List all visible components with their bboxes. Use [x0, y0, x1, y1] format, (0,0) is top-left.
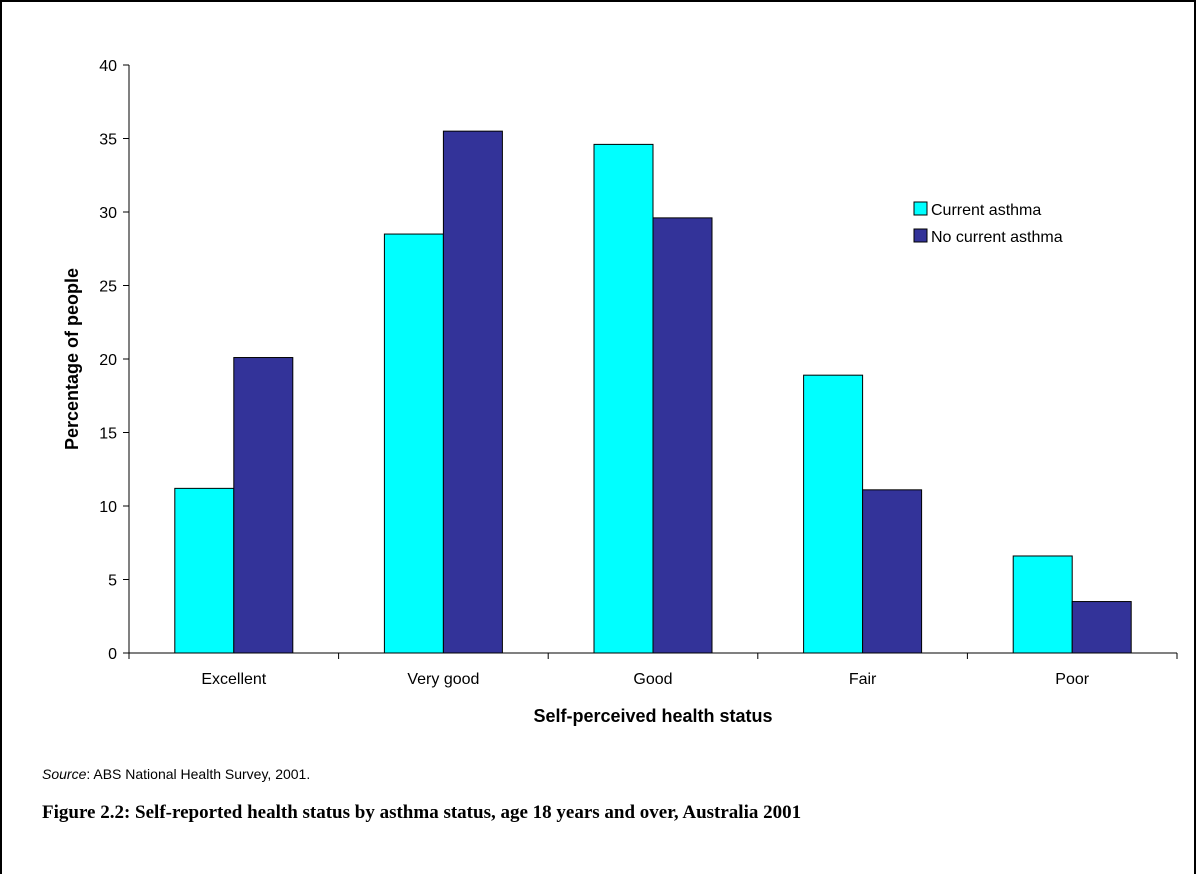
y-axis-title: Percentage of people: [62, 268, 82, 450]
y-tick-label: 40: [99, 58, 117, 75]
x-tick-label: Poor: [1055, 671, 1089, 688]
bar-no-current-asthma-fair: [862, 489, 923, 654]
y-axis-ticks: 0 5 10 15 20 25 30 35 40: [99, 58, 129, 663]
bar-current-asthma-poor: [1012, 555, 1073, 654]
source-label: Source: [42, 766, 87, 782]
x-tick-label: Very good: [407, 671, 479, 688]
y-tick-label: 10: [99, 499, 117, 516]
x-axis-title: Self-perceived health status: [533, 706, 772, 726]
legend-swatch: [913, 228, 928, 243]
y-tick-label: 30: [99, 205, 117, 222]
y-tick-label: 20: [99, 352, 117, 369]
bar-no-current-asthma-good: [652, 217, 713, 654]
x-tick-label: Good: [633, 671, 672, 688]
y-tick-label: 0: [108, 646, 117, 663]
legend-label: Current asthma: [931, 202, 1041, 219]
legend: Current asthma No current asthma: [913, 201, 1063, 246]
figure-caption: Figure 2.2: Self-reported health status …: [42, 802, 802, 823]
bars: [174, 130, 1132, 654]
bar-no-current-asthma-poor: [1071, 601, 1132, 654]
source-text: : ABS National Health Survey, 2001.: [86, 766, 311, 782]
bar-current-asthma-very-good: [383, 233, 444, 654]
bar-current-asthma-good: [593, 143, 654, 654]
source-note: Source: ABS National Health Survey, 2001…: [42, 766, 310, 782]
bar-current-asthma-excellent: [174, 487, 235, 654]
y-tick-label: 15: [99, 426, 117, 443]
y-tick-label: 35: [99, 132, 117, 149]
legend-label: No current asthma: [931, 229, 1063, 246]
legend-swatch: [913, 201, 928, 216]
x-axis-ticks: Excellent Very good Good Fair Poor: [128, 653, 1178, 688]
bar-no-current-asthma-very-good: [442, 130, 503, 654]
y-tick-label: 5: [108, 573, 117, 590]
x-tick-label: Excellent: [201, 671, 266, 688]
bar-current-asthma-fair: [803, 374, 864, 654]
y-tick-label: 25: [99, 279, 117, 296]
x-tick-label: Fair: [849, 671, 877, 688]
bar-no-current-asthma-excellent: [233, 357, 294, 654]
